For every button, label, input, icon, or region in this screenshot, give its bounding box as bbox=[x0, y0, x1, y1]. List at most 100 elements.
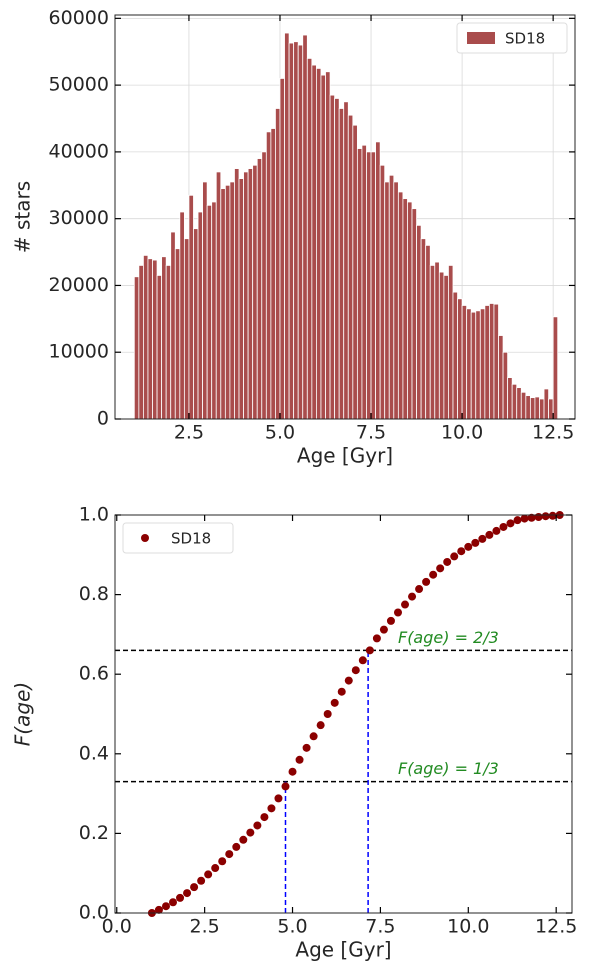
point bbox=[429, 570, 438, 579]
bar bbox=[238, 178, 244, 420]
point bbox=[450, 552, 459, 561]
bar bbox=[552, 316, 559, 420]
bar bbox=[352, 124, 358, 420]
bar bbox=[316, 68, 322, 420]
bar bbox=[366, 151, 372, 420]
bar bbox=[156, 275, 163, 420]
point bbox=[464, 542, 473, 551]
point bbox=[541, 512, 550, 521]
point bbox=[267, 804, 276, 813]
bar bbox=[143, 254, 149, 420]
bar bbox=[220, 188, 226, 420]
bar bbox=[425, 244, 431, 420]
bar bbox=[170, 231, 176, 420]
bar bbox=[470, 311, 477, 420]
y-axis-label: F(age) bbox=[11, 682, 35, 746]
point bbox=[211, 864, 220, 873]
bar bbox=[138, 265, 144, 420]
bar bbox=[302, 34, 308, 420]
bar bbox=[311, 64, 317, 420]
bar bbox=[493, 303, 499, 420]
bar bbox=[183, 238, 190, 420]
point bbox=[204, 870, 213, 879]
bar bbox=[539, 398, 545, 420]
bar bbox=[288, 42, 295, 420]
bar bbox=[407, 201, 413, 420]
bar bbox=[489, 303, 495, 420]
bar bbox=[206, 204, 213, 420]
x-tick-label: 7.5 bbox=[365, 916, 395, 938]
bar bbox=[193, 228, 199, 420]
bar bbox=[393, 181, 399, 420]
point bbox=[337, 687, 346, 696]
bar bbox=[511, 383, 518, 420]
point bbox=[548, 511, 557, 520]
y-tick-label: 0.6 bbox=[79, 663, 109, 685]
legend-box bbox=[122, 522, 234, 554]
x-axis-label: Age [Gyr] bbox=[297, 444, 393, 468]
bar bbox=[297, 44, 304, 420]
y-tick-label: 0.8 bbox=[79, 583, 109, 605]
annotation: F(age) = 1/3 bbox=[398, 759, 499, 778]
bar bbox=[502, 351, 509, 420]
point bbox=[408, 592, 417, 601]
point bbox=[197, 876, 206, 885]
y-tick-label: 0.0 bbox=[79, 902, 109, 924]
x-axis-label: Age [Gyr] bbox=[295, 938, 391, 962]
point bbox=[436, 564, 445, 573]
legend-swatch bbox=[467, 32, 495, 44]
point bbox=[506, 519, 515, 528]
y-tick-label: 60000 bbox=[49, 7, 109, 29]
subplot: F(age) = 2/3 F(age) = 1/3 0.0 2.5 5.0 7.5 10.0… bbox=[11, 504, 578, 962]
bar bbox=[202, 181, 208, 420]
annotation: F(age) = 2/3 bbox=[398, 628, 499, 647]
bar bbox=[370, 151, 376, 420]
point bbox=[330, 698, 339, 707]
bar bbox=[275, 108, 281, 420]
point bbox=[351, 666, 360, 675]
bar bbox=[525, 395, 531, 420]
bar bbox=[411, 208, 417, 420]
bar bbox=[179, 211, 185, 420]
point bbox=[225, 850, 234, 859]
bar bbox=[306, 58, 313, 420]
point bbox=[288, 767, 297, 776]
bar bbox=[402, 198, 408, 420]
point bbox=[274, 794, 283, 803]
point bbox=[534, 512, 543, 521]
bar bbox=[534, 396, 540, 420]
point bbox=[401, 600, 410, 609]
bar bbox=[347, 114, 354, 420]
point bbox=[190, 883, 199, 892]
point bbox=[422, 577, 431, 586]
x-tick-label: 2.5 bbox=[174, 422, 204, 444]
bar bbox=[420, 238, 427, 420]
bar bbox=[265, 131, 272, 420]
bar bbox=[211, 201, 217, 420]
point bbox=[239, 835, 248, 844]
x-tick-label: 10.0 bbox=[447, 916, 489, 938]
point bbox=[372, 634, 381, 643]
bar bbox=[416, 224, 422, 420]
x-tick-label: 5.0 bbox=[277, 916, 307, 938]
bar bbox=[498, 335, 504, 420]
bar bbox=[388, 174, 395, 420]
bar bbox=[197, 211, 203, 420]
point bbox=[415, 585, 424, 594]
point bbox=[443, 557, 452, 566]
bar bbox=[161, 256, 167, 420]
point bbox=[161, 902, 170, 911]
x-tick-label: 2.5 bbox=[190, 916, 220, 938]
bar bbox=[438, 271, 445, 420]
point bbox=[218, 857, 227, 866]
point bbox=[492, 526, 501, 535]
point bbox=[513, 516, 522, 525]
y-axis-label: # stars bbox=[11, 181, 35, 253]
bar bbox=[461, 305, 468, 420]
bar bbox=[479, 308, 486, 420]
point bbox=[527, 513, 536, 522]
bar bbox=[520, 391, 527, 420]
bar bbox=[329, 94, 336, 420]
y-tick-label: 0 bbox=[97, 408, 109, 430]
